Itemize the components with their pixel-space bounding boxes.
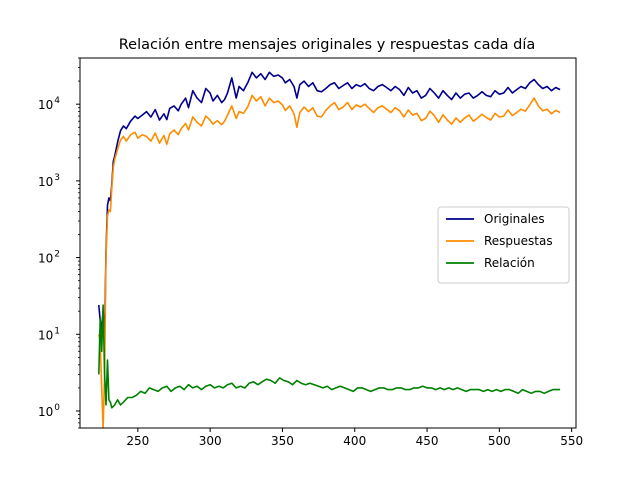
x-tick-label: 250 bbox=[126, 434, 149, 448]
legend-label: Respuestas bbox=[484, 234, 553, 248]
x-tick-label: 450 bbox=[416, 434, 439, 448]
plot-frame bbox=[79, 57, 577, 429]
x-tick-label: 500 bbox=[488, 434, 511, 448]
series-line-relación bbox=[98, 304, 561, 409]
legend-box bbox=[437, 206, 570, 284]
series-layer bbox=[98, 71, 561, 429]
series-line-respuestas bbox=[98, 94, 561, 429]
legend-label: Relación bbox=[484, 256, 535, 270]
series-line-originales bbox=[98, 71, 561, 339]
x-tick-label: 550 bbox=[560, 434, 583, 448]
x-tick-label: 400 bbox=[343, 434, 366, 448]
x-tick-label: 300 bbox=[199, 434, 222, 448]
chart-title: Relación entre mensajes originales y res… bbox=[119, 37, 536, 53]
legend: Originales Respuestas Relación bbox=[437, 206, 570, 284]
x-tick-label: 350 bbox=[271, 434, 294, 448]
legend-label: Originales bbox=[484, 212, 545, 226]
